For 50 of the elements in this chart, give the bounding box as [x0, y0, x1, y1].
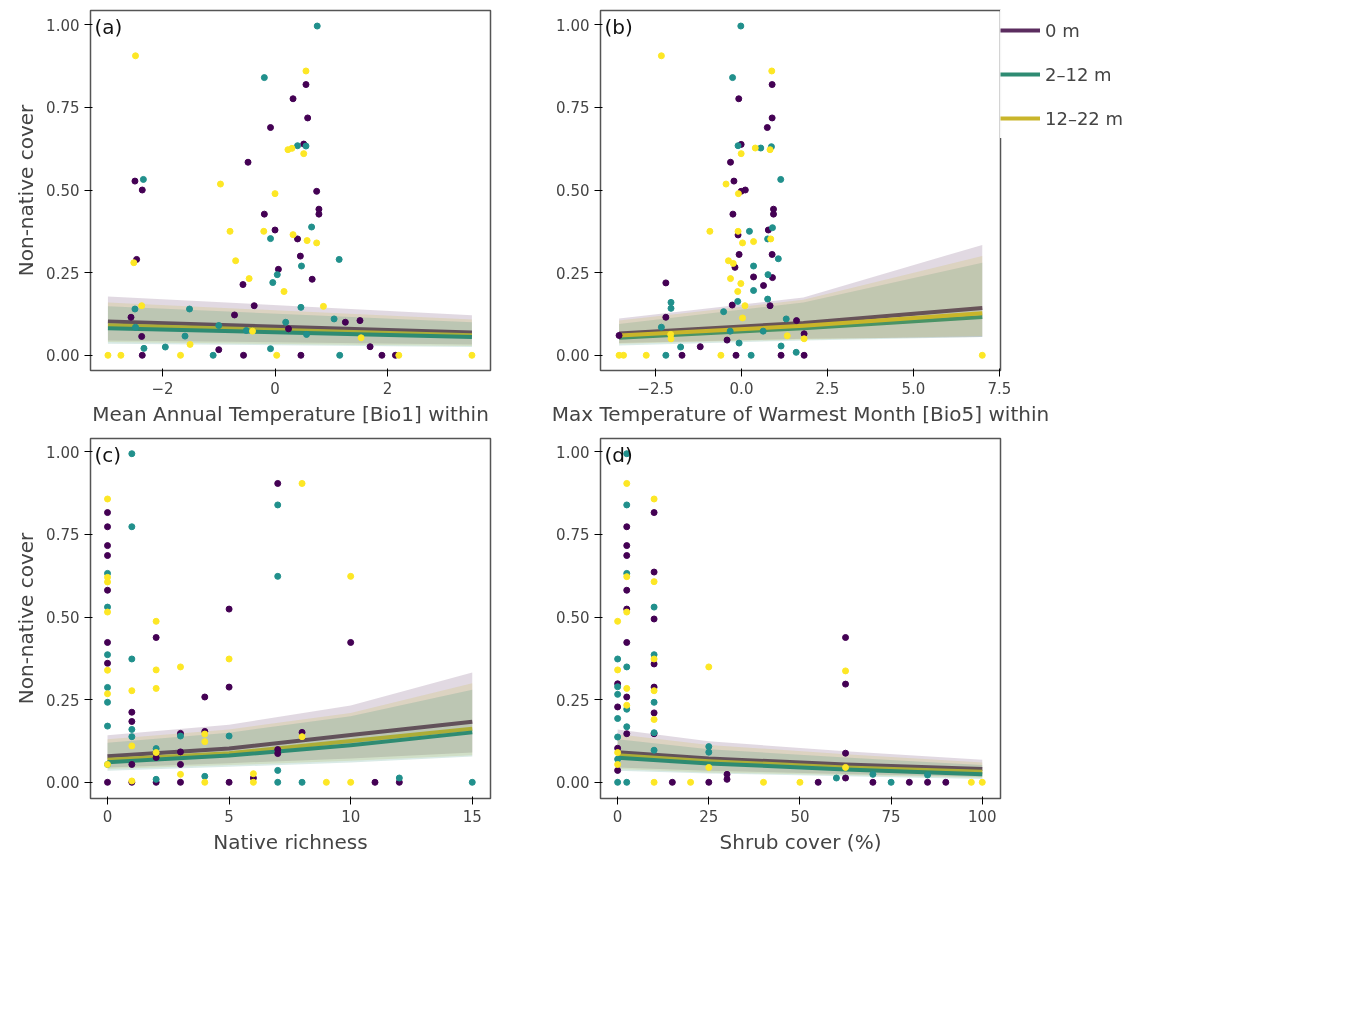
- legend-label: 2–12 m: [1045, 63, 1112, 85]
- x-tick-label: 0: [270, 379, 280, 398]
- x-tick-label: −2: [151, 379, 174, 398]
- x-tick-label: 0.0: [729, 379, 754, 398]
- x-tick-label: 100: [967, 807, 997, 826]
- y-tick-label: 0.00: [46, 774, 80, 793]
- y-tick-label: 0.75: [556, 99, 590, 118]
- y-tick-label: 0.25: [556, 264, 590, 283]
- y-tick-label: 1.00: [46, 16, 80, 35]
- y-tick-label: 0.00: [46, 347, 80, 366]
- x-tick-label: 25: [699, 807, 719, 826]
- chart-title: (d): [604, 442, 633, 467]
- x-tick-label: 75: [881, 807, 901, 826]
- y-axis-title: Non-native cover: [14, 531, 39, 705]
- x-tick-label: −2.5: [637, 379, 674, 398]
- y-tick-label: 0.75: [46, 99, 80, 118]
- y-tick-label: 1.00: [556, 16, 590, 35]
- y-tick-label: 0.25: [46, 264, 80, 283]
- legend-label: 12–22 m: [1045, 107, 1124, 129]
- y-tick-label: 0.00: [556, 347, 590, 366]
- x-axis-title: Max Temperature of Warmest Month [Bio5] within: [551, 401, 1050, 426]
- y-tick-label: 0.50: [46, 609, 80, 628]
- y-tick-label: 0.25: [46, 691, 80, 710]
- x-axis-title: Mean Annual Temperature [Bio1] within: [92, 401, 489, 426]
- legend-label: 0 m: [1045, 19, 1080, 41]
- y-tick-label: 0.50: [46, 182, 80, 200]
- x-tick-label: 2.5: [815, 379, 840, 398]
- x-tick-label: 10: [341, 807, 361, 826]
- x-tick-label: 5: [224, 807, 234, 826]
- x-tick-label: 2: [382, 379, 393, 398]
- y-tick-label: 0.50: [556, 182, 590, 200]
- chart-title: (b): [604, 14, 633, 39]
- x-tick-label: 15: [462, 807, 482, 826]
- x-tick-label: 0: [102, 807, 113, 826]
- chart-title: (c): [94, 442, 122, 467]
- y-tick-label: 0.50: [556, 609, 590, 628]
- x-axis-title: Shrub cover (%): [719, 829, 882, 854]
- y-tick-label: 0.75: [556, 526, 590, 545]
- x-tick-label: 5.0: [901, 379, 926, 398]
- y-tick-label: 1.00: [46, 443, 80, 462]
- y-tick-label: 0.25: [556, 691, 590, 710]
- x-axis-title: Native richness: [213, 829, 368, 854]
- y-tick-label: 0.75: [46, 526, 80, 545]
- x-tick-label: 7.5: [987, 379, 1012, 398]
- y-tick-label: 1.00: [556, 443, 590, 462]
- y-tick-label: 0.00: [556, 774, 590, 793]
- y-axis-title: Non-native cover: [14, 103, 39, 277]
- x-tick-label: 0: [612, 807, 623, 826]
- x-tick-label: 50: [790, 807, 810, 826]
- chart-title: (a): [94, 14, 123, 39]
